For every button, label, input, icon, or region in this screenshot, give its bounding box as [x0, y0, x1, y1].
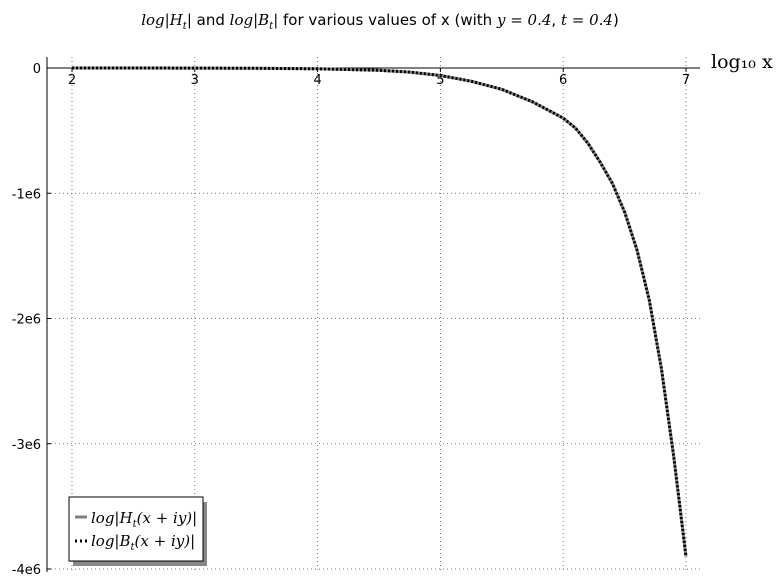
y-tick-label: -2e6 — [12, 313, 41, 328]
ticks: 2 3 4 5 6 7 0 -1e6 -2e6 -3e6 -4e6 — [12, 62, 690, 578]
x-tick-label: 3 — [191, 73, 199, 88]
x-tick-label: 4 — [313, 73, 321, 88]
y-tick-label: -1e6 — [12, 187, 41, 202]
series-group — [72, 66, 688, 557]
y-tick-label: -3e6 — [12, 438, 41, 453]
series-line-h — [72, 66, 688, 557]
y-tick-label: -4e6 — [12, 563, 41, 578]
x-tick-label: 5 — [436, 73, 444, 88]
series-line-b — [72, 66, 688, 557]
legend-label-b: log|Bt(x + iy)| — [91, 532, 195, 553]
legend: log|Ht(x + iy)| log|Bt(x + iy)| — [68, 496, 207, 566]
axes — [46, 57, 700, 572]
legend-box — [68, 496, 204, 562]
x-axis-label: log₁₀ x — [711, 51, 773, 73]
legend-label-h: log|Ht(x + iy)| — [91, 509, 197, 530]
y-tick-label: 0 — [33, 62, 41, 77]
x-tick-label: 7 — [682, 73, 690, 88]
x-tick-label: 6 — [559, 73, 567, 88]
x-tick-label: 2 — [68, 73, 76, 88]
chart-title: log|Ht| and log|Bt| for various values o… — [141, 11, 619, 32]
grid — [47, 57, 700, 572]
